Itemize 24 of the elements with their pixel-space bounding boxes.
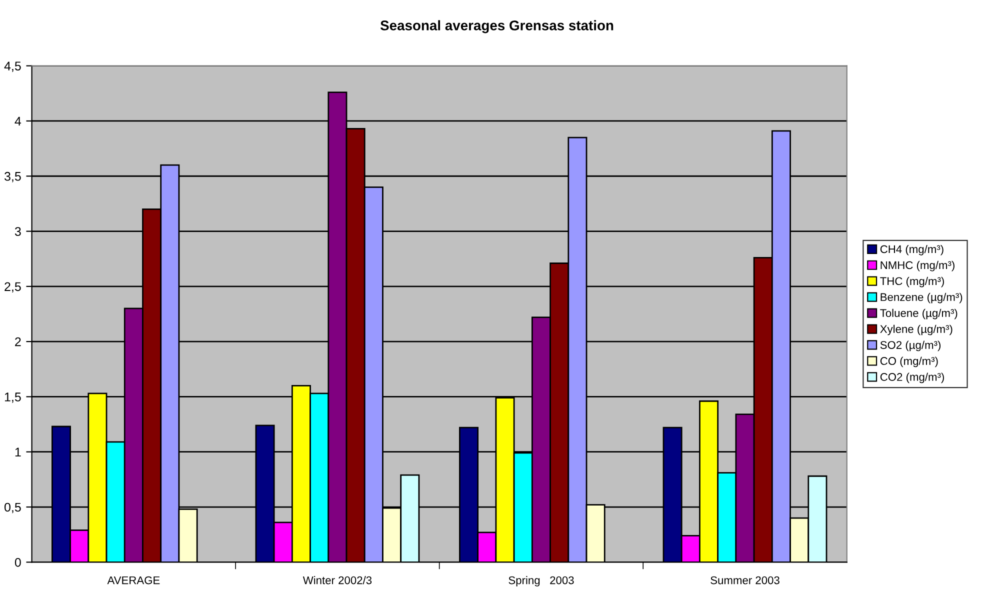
y-tick-label: 3 bbox=[14, 227, 21, 236]
x-tick-label: Spring 2003 bbox=[508, 576, 574, 586]
legend-label: NMHC (mg/m³) bbox=[880, 260, 954, 272]
x-tick-label: AVERAGE bbox=[107, 576, 160, 584]
legend-label: THC (mg/m³) bbox=[880, 276, 944, 288]
x-tick-label: Winter 2002/3 bbox=[302, 576, 372, 584]
y-tick-label: 4 bbox=[14, 116, 22, 126]
y-tick-label: 4,5 bbox=[4, 62, 21, 72]
legend-label: CO (mg/m³) bbox=[880, 356, 938, 368]
legend-label: CH4 (mg/m³) bbox=[880, 244, 944, 256]
legend-label: Xylene (µg/m³) bbox=[880, 324, 952, 336]
legend-label: CO2 (mg/m³) bbox=[880, 372, 944, 384]
y-tick-label: 0,5 bbox=[4, 502, 21, 514]
chart-title: Seasonal averages Grensas station bbox=[380, 20, 614, 34]
y-tick-label: 3,5 bbox=[4, 172, 21, 182]
y-tick-label: 2 bbox=[15, 337, 21, 346]
legend-label: SO2 (µg/m³) bbox=[880, 340, 941, 352]
y-tick-label: 1 bbox=[15, 448, 21, 456]
x-tick-label: Summer 2003 bbox=[710, 576, 780, 584]
legend-label: Benzene (µg/m³) bbox=[880, 292, 962, 304]
y-tick-label: 1,5 bbox=[4, 392, 21, 403]
legend-label: Toluene (µg/m³) bbox=[880, 308, 958, 320]
y-tick-label: 0 bbox=[14, 558, 21, 567]
y-tick-label: 2,5 bbox=[4, 282, 21, 293]
